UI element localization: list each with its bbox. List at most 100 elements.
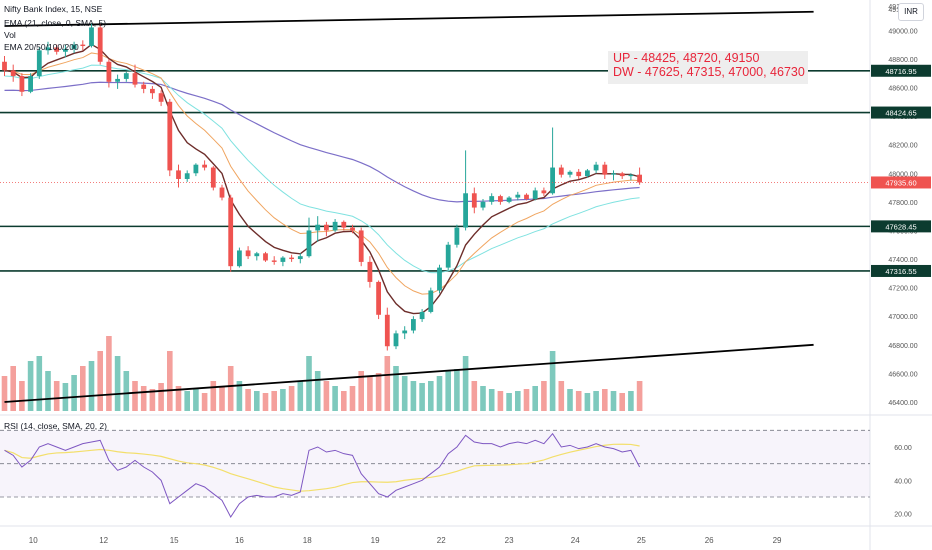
volume-bar	[132, 381, 138, 411]
candle-body	[289, 257, 294, 260]
time-tick-label: 19	[371, 536, 380, 545]
currency-badge[interactable]: INR	[898, 3, 924, 21]
rsi-legend[interactable]: RSI (14, close, SMA, 20, 2)	[4, 421, 107, 431]
volume-bar	[488, 389, 495, 411]
candle-body	[593, 164, 599, 171]
price-tick-label: 47200.00	[888, 286, 917, 293]
price-level-label: 48716.95	[885, 67, 916, 76]
volume-bar	[497, 391, 504, 411]
volume-bar	[436, 376, 443, 411]
volume-bar	[523, 389, 530, 411]
volume-bar	[575, 391, 582, 411]
candle-body	[271, 260, 277, 262]
candle-body	[367, 261, 373, 282]
volume-bar	[175, 386, 182, 411]
ema200-line	[4, 81, 640, 203]
price-tick-label: 46400.00	[888, 400, 917, 407]
candle-body	[36, 50, 42, 77]
time-tick-label: 29	[773, 536, 782, 545]
candle-body	[376, 281, 381, 315]
price-tick-label: 48600.00	[888, 85, 917, 92]
rsi-tick-label: 40.00	[894, 478, 912, 485]
volume-bar	[227, 366, 234, 411]
volume-bar	[236, 381, 243, 411]
volume-bar	[245, 389, 251, 411]
volume-bar	[306, 356, 312, 411]
candle-body	[245, 250, 251, 257]
volume-bar	[88, 361, 95, 411]
volume-bar	[384, 356, 391, 411]
candle-body	[176, 170, 181, 179]
volume-bar	[375, 373, 382, 411]
candle-body	[167, 101, 173, 171]
volume-bar	[280, 389, 286, 411]
volume-bar	[506, 393, 512, 411]
volume-bar	[1, 376, 8, 411]
candle-body	[28, 76, 33, 92]
candle-body	[45, 47, 51, 51]
volume-bar	[219, 386, 225, 411]
candle-body	[567, 171, 573, 175]
price-tick-label: 48800.00	[888, 57, 917, 64]
time-tick-label: 25	[637, 536, 646, 545]
candle-body	[419, 311, 425, 320]
candle-body	[106, 61, 112, 82]
ema21-line	[4, 43, 640, 315]
candle-body	[63, 48, 68, 52]
volume-legend[interactable]: Vol	[4, 30, 16, 40]
candle-body	[210, 167, 216, 188]
volume-bar	[201, 393, 208, 411]
candle-body	[306, 230, 312, 257]
candle-body	[524, 194, 529, 199]
volume-bar	[532, 386, 538, 411]
volume-bar	[323, 381, 330, 411]
candle-body	[480, 201, 486, 208]
candle-body	[454, 227, 460, 245]
time-tick-label: 24	[571, 536, 580, 545]
volume-bar	[158, 383, 164, 411]
candle-body	[10, 70, 16, 77]
volume-bar	[45, 371, 51, 411]
candle-body	[585, 170, 590, 177]
candle-body	[19, 76, 25, 92]
candle-body	[437, 267, 442, 291]
time-tick-label: 16	[235, 536, 244, 545]
ema-ribbon-legend[interactable]: EMA 20/50/100/200	[4, 42, 79, 52]
volume-bar	[349, 386, 356, 411]
time-tick-label: 23	[505, 536, 514, 545]
candle-body	[350, 227, 355, 231]
candle-body	[576, 171, 582, 177]
candle-body	[558, 167, 564, 175]
candle-body	[332, 221, 338, 231]
volume-bar	[71, 375, 77, 411]
candle-body	[71, 44, 77, 49]
volume-bar	[341, 391, 347, 411]
volume-bar	[602, 389, 608, 411]
time-tick-label: 26	[705, 536, 714, 545]
candle-body	[158, 93, 164, 102]
volume-bar	[80, 366, 86, 411]
price-tick-label: 48200.00	[888, 143, 917, 150]
price-tick-label: 46600.00	[888, 371, 917, 378]
volume-bar	[471, 381, 478, 411]
upside-levels: UP - 48425, 48720, 49150	[613, 51, 760, 65]
volume-bar	[193, 389, 199, 411]
candle-body	[219, 187, 225, 198]
ema21-legend[interactable]: EMA (21, close, 0, SMA, 5)	[4, 18, 107, 28]
rsi-tick-label: 60.00	[894, 445, 912, 452]
candle-body	[445, 244, 451, 268]
volume-bar	[106, 336, 112, 411]
price-tick-label: 48000.00	[888, 171, 917, 178]
trendline	[4, 10, 814, 27]
volume-bar	[332, 386, 338, 411]
rsi-line	[4, 432, 641, 518]
time-tick-label: 18	[303, 536, 312, 545]
candle-body	[411, 319, 416, 331]
volume-bar	[19, 381, 25, 411]
volume-bar	[515, 391, 521, 411]
price-level-tag	[871, 64, 931, 77]
last-price-label: 47935.60	[885, 178, 916, 187]
volume-bar	[558, 381, 565, 411]
price-level-label: 48424.65	[885, 109, 916, 118]
